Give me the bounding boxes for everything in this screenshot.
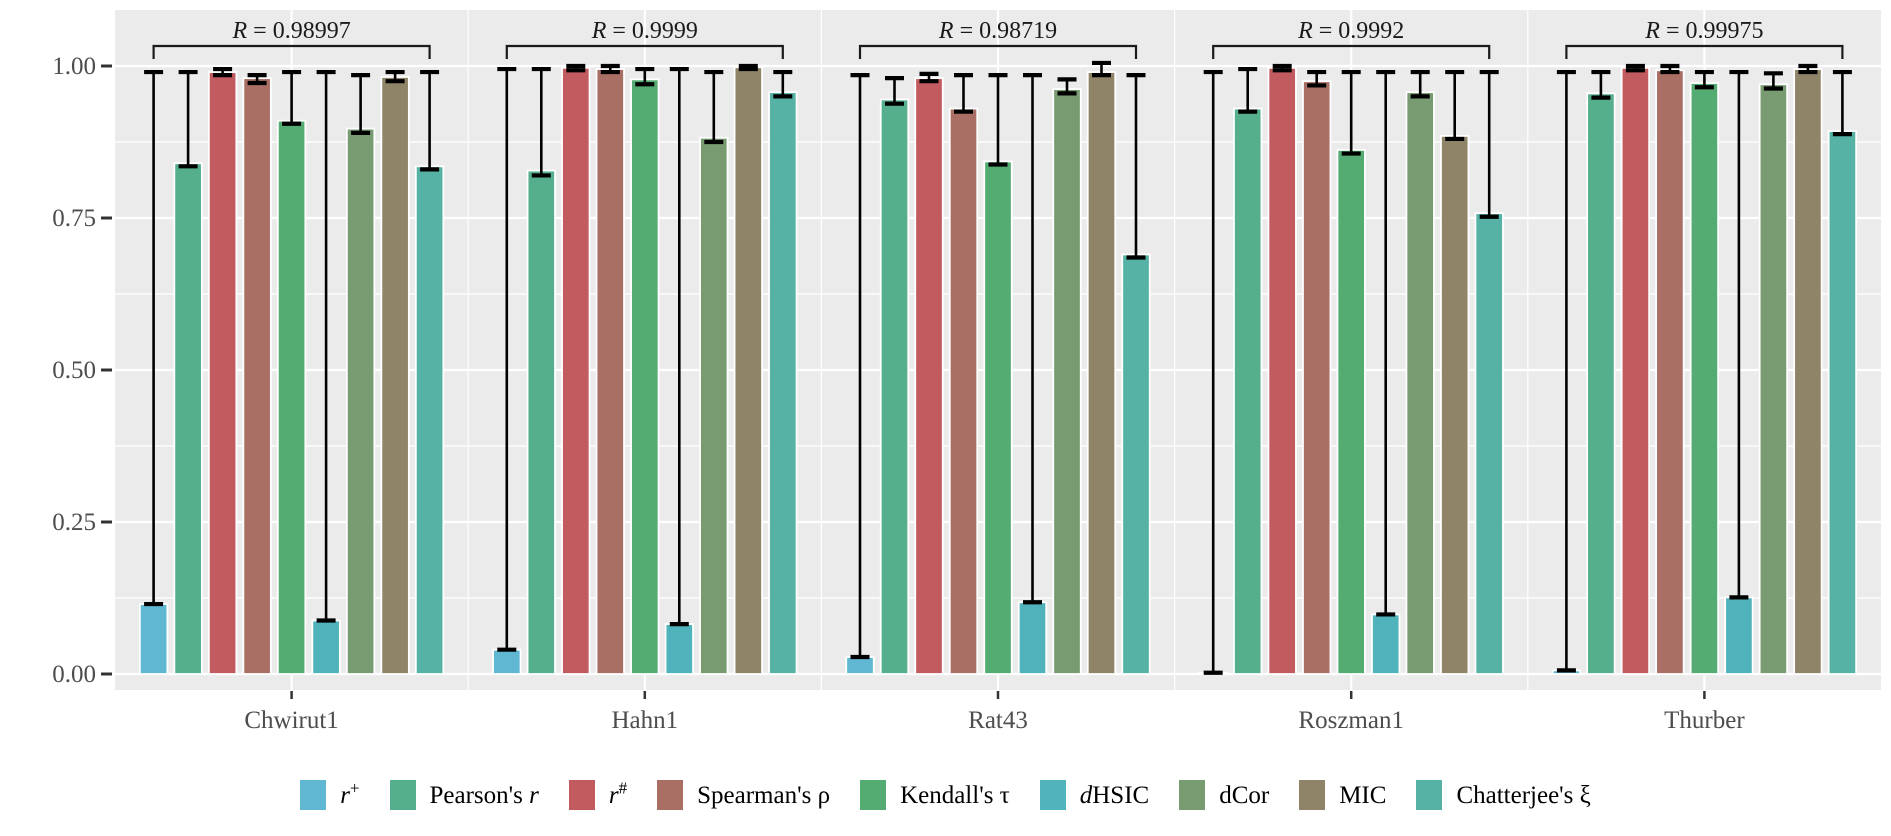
bar-dcor-rat43: [1052, 88, 1082, 675]
legend-swatch: [389, 780, 416, 810]
legend-label: Pearson's r: [429, 781, 539, 809]
bar-pearson-s-r-roszman1: [1233, 107, 1263, 675]
bar-dhsic-rat43: [1017, 601, 1048, 675]
bar-spearman-s--rat43: [948, 107, 979, 675]
bracket-roszman1: [1212, 44, 1491, 59]
bar-dhsic-roszman1: [1371, 613, 1401, 675]
bar-r--thurber: [1620, 66, 1651, 675]
legend-item-r-: r+: [300, 778, 360, 810]
legend-swatch: [1179, 780, 1206, 810]
bracket-thurber: [1565, 44, 1844, 59]
bar-r--chwirut1: [138, 603, 169, 675]
bar-dhsic-chwirut1: [311, 619, 341, 675]
y-tick-label: 0.25: [52, 509, 96, 536]
legend-label: r+: [340, 778, 360, 809]
chart-legend: r+ Pearson's r r# Spearman's ρ Kendall's τ dH…: [0, 760, 1891, 830]
bar-r--chwirut1: [207, 71, 238, 675]
chart-panel: R = 0.98997 R = 0.9999 R = 0.98719 R = 0.99…: [52, 10, 1881, 734]
legend-swatch: [860, 780, 887, 810]
bar-dhsic-hahn1: [664, 623, 694, 675]
x-category-label-rat43: Rat43: [968, 707, 1028, 734]
bar-pearson-s-r-rat43: [879, 98, 910, 675]
bar-mic-roszman1: [1440, 135, 1470, 675]
bar-mic-thurber: [1793, 68, 1823, 675]
bar-spearman-s--chwirut1: [242, 77, 272, 675]
r-annotation-rat43: R = 0.98719: [938, 18, 1057, 44]
legend-swatch: [657, 780, 684, 810]
y-tick-label: 0.00: [52, 661, 96, 688]
bar-dcor-hahn1: [699, 136, 729, 675]
legend-label: MIC: [1339, 781, 1387, 809]
bar-kendall-s--chwirut1: [276, 119, 307, 675]
bar-kendall-s--roszman1: [1336, 149, 1366, 675]
bar-spearman-s--thurber: [1655, 69, 1685, 675]
x-category-label-chwirut1: Chwirut1: [244, 707, 338, 734]
legend-label: Chatterjee's ξ: [1456, 781, 1591, 809]
bar-dcor-thurber: [1758, 83, 1789, 675]
legend-swatch: [1039, 780, 1066, 810]
bar-dhsic-thurber: [1724, 596, 1754, 675]
bar-chatterjee-s--chwirut1: [414, 165, 445, 675]
r-annotation-thurber: R = 0.99975: [1644, 18, 1763, 44]
bar-mic-hahn1: [733, 66, 763, 675]
bar-spearman-s--hahn1: [595, 68, 625, 675]
legend-swatch: [300, 780, 327, 810]
r-annotation-chwirut1: R = 0.98997: [231, 18, 350, 44]
legend-item-r-: r#: [568, 778, 628, 810]
bar-chatterjee-s--roszman1: [1474, 212, 1504, 675]
bar-pearson-s-r-hahn1: [526, 169, 556, 675]
x-category-label-hahn1: Hahn1: [611, 707, 678, 734]
legend-item-dhsic: dHSIC: [1039, 780, 1150, 810]
bar-r--rat43: [845, 656, 875, 675]
correlation-bar-chart: R = 0.98997 R = 0.9999 R = 0.98719 R = 0.99…: [52, 10, 1881, 734]
legend-item-dcor: dCor: [1179, 780, 1269, 810]
legend-item-kendall-s-: Kendall's τ: [860, 780, 1010, 810]
bar-r--hahn1: [492, 648, 522, 675]
x-category-label-thurber: Thurber: [1664, 707, 1745, 734]
legend-swatch: [1416, 780, 1443, 810]
bar-chatterjee-s--rat43: [1121, 253, 1151, 675]
bar-r--roszman1: [1267, 66, 1297, 675]
legend-swatch: [568, 780, 595, 810]
legend-label: r#: [608, 778, 628, 809]
bar-kendall-s--hahn1: [630, 78, 660, 675]
y-tick-label: 1.00: [52, 53, 96, 80]
legend-label: Spearman's ρ: [697, 781, 831, 809]
r-annotation-roszman1: R = 0.9992: [1297, 18, 1404, 44]
legend-item-spearman-s-: Spearman's ρ: [657, 780, 830, 810]
legend-item-mic: MIC: [1299, 780, 1386, 810]
legend-swatch: [1299, 780, 1326, 810]
legend-label: dHSIC: [1079, 781, 1150, 809]
bracket-chwirut1: [152, 44, 431, 59]
r-annotation-hahn1: R = 0.9999: [591, 18, 698, 44]
bar-dcor-roszman1: [1405, 91, 1435, 675]
bracket-hahn1: [505, 44, 784, 59]
bar-chatterjee-s--thurber: [1827, 130, 1858, 675]
bar-mic-chwirut1: [380, 76, 410, 675]
bar-spearman-s--roszman1: [1302, 80, 1332, 675]
bar-dcor-chwirut1: [345, 127, 376, 675]
bar-pearson-s-r-chwirut1: [173, 162, 203, 675]
bar-r--hahn1: [561, 66, 591, 675]
bar-kendall-s--rat43: [983, 160, 1013, 675]
bar-kendall-s--thurber: [1689, 82, 1720, 675]
legend-label: Kendall's τ: [900, 781, 1010, 809]
bar-chatterjee-s--hahn1: [768, 91, 798, 675]
bar-mic-rat43: [1086, 71, 1117, 675]
x-category-label-roszman1: Roszman1: [1298, 707, 1404, 734]
bracket-rat43: [858, 44, 1138, 59]
bar-pearson-s-r-thurber: [1586, 92, 1616, 675]
y-tick-label: 0.75: [52, 205, 96, 232]
legend-label: dCor: [1219, 781, 1270, 809]
bar-r--rat43: [914, 77, 944, 675]
legend-item-chatterjee-s-: Chatterjee's ξ: [1416, 780, 1591, 810]
legend-item-pearson-s-r: Pearson's r: [389, 780, 539, 810]
y-tick-label: 0.50: [52, 357, 96, 384]
